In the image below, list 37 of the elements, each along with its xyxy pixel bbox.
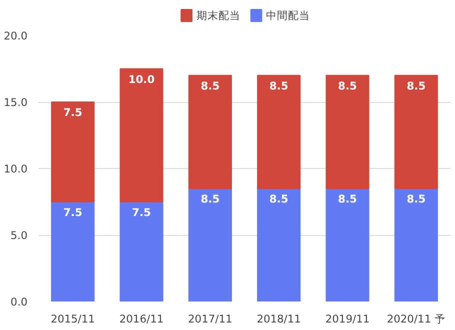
bar	[326, 188, 370, 302]
y-tick-label: 5.0	[10, 229, 28, 242]
legend-label: 中間配当	[266, 9, 310, 22]
bar	[51, 102, 95, 202]
data-label: 8.5	[269, 79, 288, 92]
data-label: 7.5	[132, 206, 151, 219]
y-tick-label: 15.0	[4, 96, 28, 109]
data-label: 8.5	[338, 192, 357, 206]
y-tick-label: 20.0	[4, 30, 28, 42]
data-label: 8.5	[269, 192, 288, 206]
data-label: 7.5	[63, 206, 82, 219]
x-tick-label: 2018/11	[256, 312, 301, 326]
bar	[120, 201, 164, 302]
bar	[394, 74, 438, 189]
x-tick-label: 2015/11	[50, 312, 95, 326]
y-tick-label: 0.0	[10, 296, 28, 308]
bar	[257, 74, 301, 189]
bar	[51, 201, 95, 302]
x-tick-label: 2020/11 予	[386, 312, 446, 326]
data-label: 8.5	[406, 192, 426, 206]
bar	[394, 188, 438, 302]
bar	[188, 188, 232, 302]
y-tick-label: 10.0	[4, 162, 28, 176]
legend-label: 期末配当	[196, 9, 241, 22]
x-tick-label: 2019/11	[325, 312, 370, 326]
bar	[188, 74, 232, 189]
bar	[120, 68, 164, 202]
x-tick-label: 2017/11	[188, 312, 232, 326]
data-label: 10.0	[128, 72, 155, 86]
data-label: 7.5	[63, 106, 82, 119]
bar	[326, 74, 370, 189]
data-label: 8.5	[338, 79, 357, 92]
data-label: 8.5	[200, 79, 220, 92]
data-label: 8.5	[406, 79, 426, 92]
data-label: 8.5	[200, 192, 220, 206]
x-tick-label: 2016/11	[119, 312, 164, 326]
bar	[257, 188, 301, 302]
